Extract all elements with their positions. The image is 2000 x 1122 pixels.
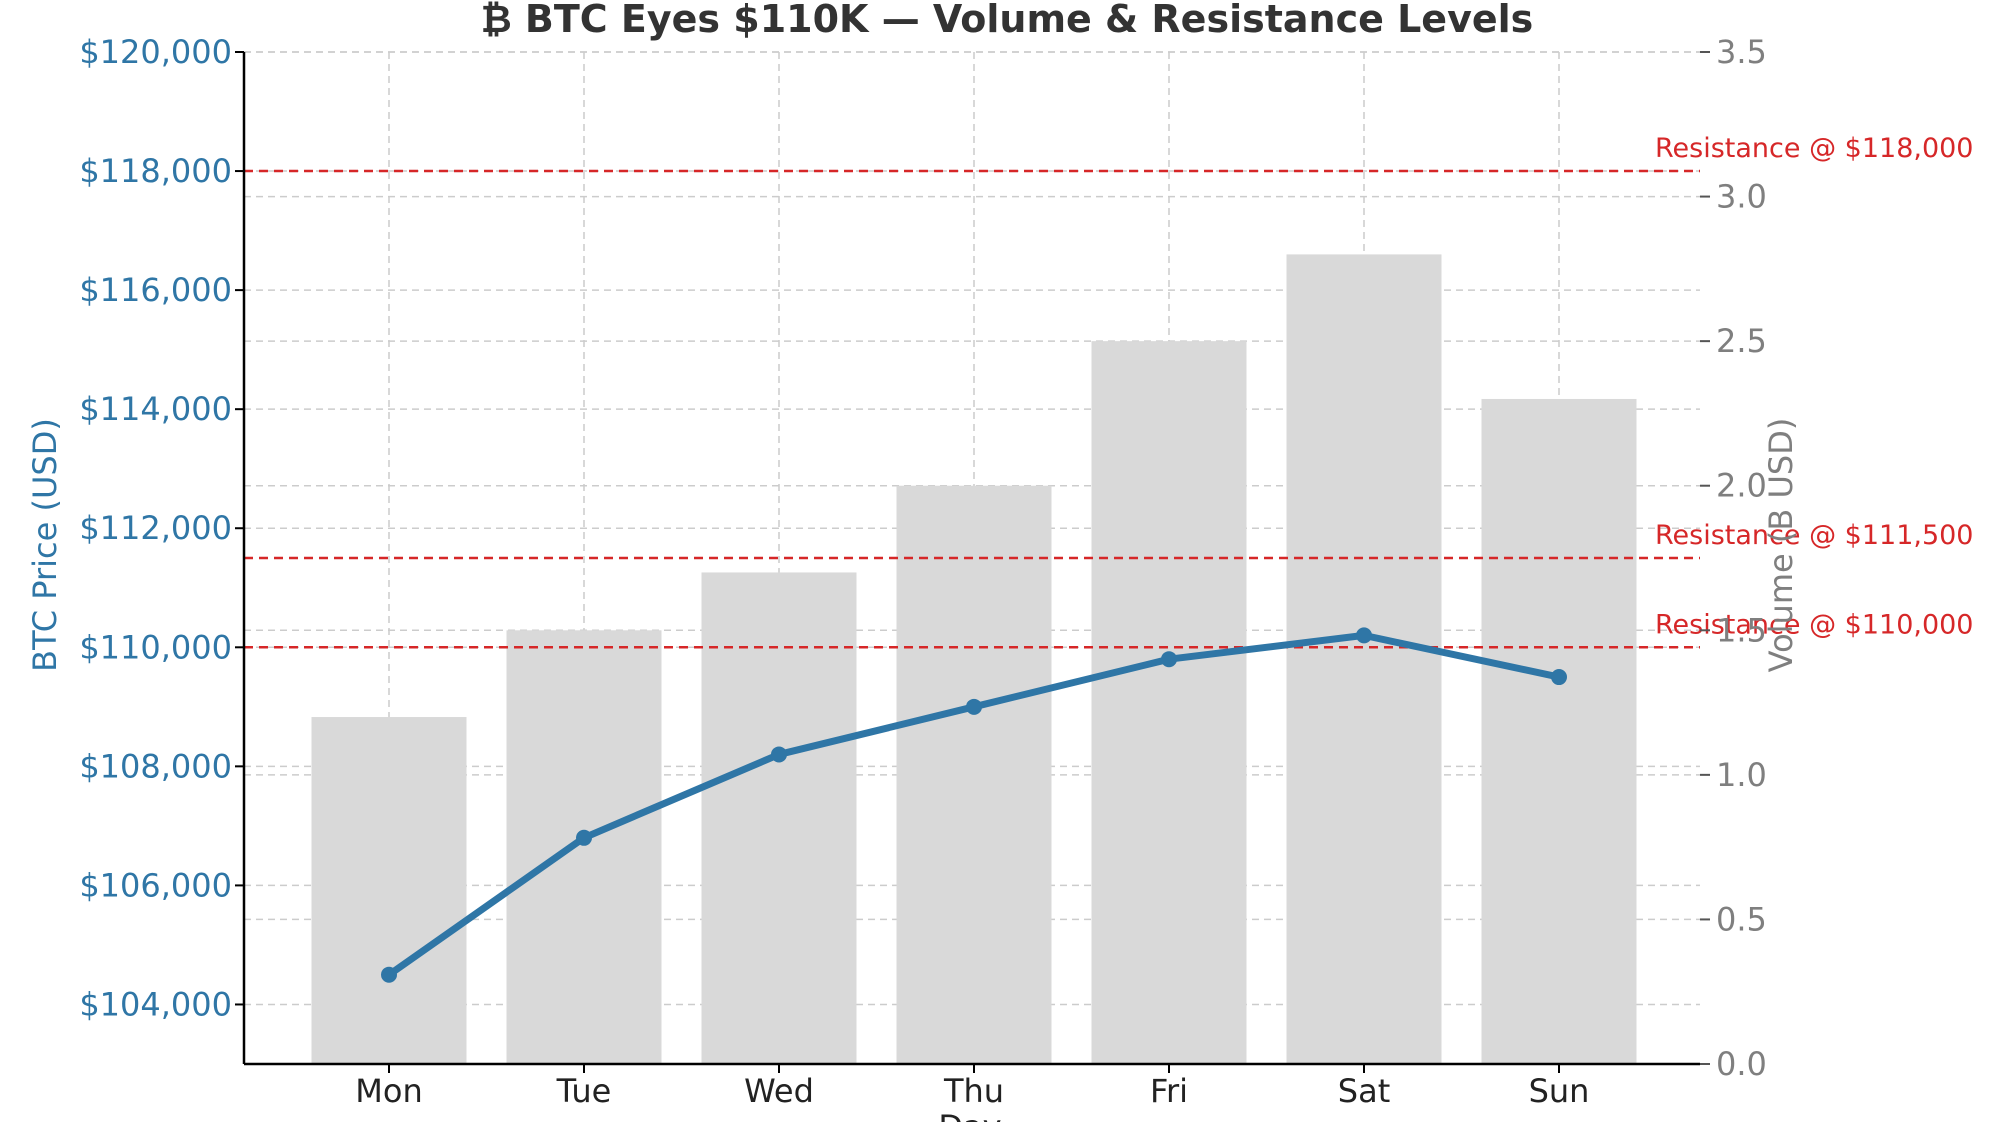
price-point-thu	[966, 698, 982, 715]
x-tick-label-tue: Tue	[556, 1072, 612, 1110]
volume-bar-sun	[1481, 398, 1637, 1064]
volume-bar-thu	[896, 485, 1052, 1064]
x-tick-label-sat: Sat	[1338, 1072, 1390, 1110]
x-axis-label: Day	[938, 1108, 1001, 1122]
price-point-mon	[381, 966, 397, 983]
price-point-sun	[1551, 669, 1567, 686]
right-tick-label: 2.5	[1716, 322, 1767, 360]
left-tick-label: $112,000	[79, 509, 232, 547]
right-tick-label: 0.5	[1716, 900, 1767, 938]
price-point-fri	[1161, 651, 1177, 668]
right-tick-label: 1.0	[1716, 756, 1767, 794]
volume-bars	[311, 254, 1637, 1065]
x-tick-label-thu: Thu	[943, 1072, 1004, 1110]
x-tick-label-fri: Fri	[1150, 1072, 1188, 1110]
volume-bar-tue	[506, 630, 662, 1064]
x-tick-label-wed: Wed	[744, 1072, 814, 1110]
chart-title: ₿ BTC Eyes $110K — Volume & Resistance L…	[481, 0, 1534, 41]
left-tick-label: $108,000	[79, 747, 232, 785]
resistance-label-2: Resistance @ $110,000	[1655, 609, 1974, 640]
volume-bar-mon	[311, 717, 467, 1064]
x-tick-label-mon: Mon	[355, 1072, 422, 1110]
axes: $104,000 $106,000 $108,000 $110,000 $112,000…	[79, 33, 1767, 1110]
resistance-label-0: Resistance @ $118,000	[1655, 133, 1974, 164]
x-tick-label-sun: Sun	[1529, 1072, 1590, 1110]
resistance-label-1: Resistance @ $111,500	[1655, 520, 1974, 551]
y-axis-label-right: Volume (B USD)	[1762, 418, 1800, 673]
right-tick-label: 2.0	[1716, 467, 1767, 505]
right-tick-label: 3.5	[1716, 33, 1767, 71]
left-tick-label: $120,000	[79, 33, 232, 71]
right-tick-label: 1.5	[1716, 611, 1767, 649]
price-point-wed	[771, 746, 787, 763]
price-point-sat	[1356, 627, 1372, 644]
volume-bar-sat	[1286, 254, 1442, 1064]
price-line	[381, 627, 1567, 983]
left-tick-label: $104,000	[79, 985, 232, 1023]
left-tick-label: $106,000	[79, 866, 232, 904]
left-tick-label: $110,000	[79, 628, 232, 666]
grid	[244, 51, 1700, 1065]
right-tick-label: 3.0	[1716, 178, 1767, 216]
price-point-tue	[576, 829, 592, 846]
y-axis-label-left: BTC Price (USD)	[26, 418, 64, 672]
right-tick-label: 0.0	[1716, 1045, 1767, 1083]
volume-bar-fri	[1091, 341, 1247, 1065]
left-tick-label: $114,000	[79, 390, 232, 428]
volume-bar-wed	[701, 572, 857, 1064]
resistance-lines: Resistance @ $118,000 Resistance @ $111,5…	[244, 133, 1974, 649]
left-tick-label: $118,000	[79, 152, 232, 190]
left-tick-label: $116,000	[79, 271, 232, 309]
